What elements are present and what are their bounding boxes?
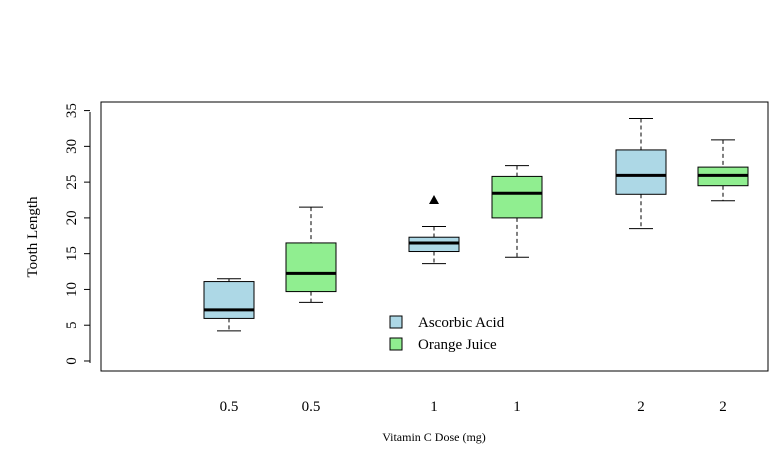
y-tick-label: 10 — [64, 282, 80, 297]
legend-label: Orange Juice — [418, 337, 497, 353]
y-tick-label: 15 — [64, 246, 80, 261]
x-tick-label: 0.5 — [220, 399, 239, 415]
x-tick-label: 1 — [513, 399, 521, 415]
box-5 — [697, 139, 749, 202]
boxes-group — [203, 117, 749, 332]
box-4 — [615, 117, 667, 230]
box-3 — [491, 165, 543, 258]
iqr-box — [285, 242, 337, 293]
legend-label: Ascorbic Acid — [418, 315, 505, 331]
x-tick-label: 0.5 — [302, 399, 321, 415]
x-tick-label: 2 — [719, 399, 727, 415]
legend-swatch — [389, 315, 403, 329]
iqr-box — [203, 281, 255, 319]
x-axis-labels: 0.5 0.5 1 1 2 2 — [220, 399, 727, 415]
legend-swatch — [389, 337, 403, 351]
y-axis-title: Tooth Length — [25, 196, 41, 278]
y-tick-label: 35 — [64, 103, 80, 118]
iqr-box — [615, 149, 667, 195]
y-tick-label: 25 — [64, 175, 80, 190]
y-tick-label: 30 — [64, 139, 80, 154]
outlier-point — [429, 195, 439, 205]
box-2 — [408, 195, 460, 265]
box-1 — [285, 206, 337, 303]
y-tick-label: 0 — [64, 357, 80, 365]
box-0 — [203, 278, 255, 332]
x-axis-title: Vitamin C Dose (mg) — [382, 430, 486, 444]
x-tick-label: 2 — [637, 399, 645, 415]
y-tick-label: 5 — [64, 321, 80, 329]
y-tick-label: 20 — [64, 210, 80, 225]
y-axis-ticks: 0 5 10 15 20 25 30 35 — [64, 103, 90, 365]
legend-item: Orange Juice — [389, 337, 497, 353]
iqr-box — [491, 175, 543, 219]
plot-frame — [100, 101, 769, 372]
x-tick-label: 1 — [430, 399, 438, 415]
legend-item: Ascorbic Acid — [389, 315, 505, 331]
legend: Ascorbic Acid Orange Juice — [389, 315, 505, 353]
